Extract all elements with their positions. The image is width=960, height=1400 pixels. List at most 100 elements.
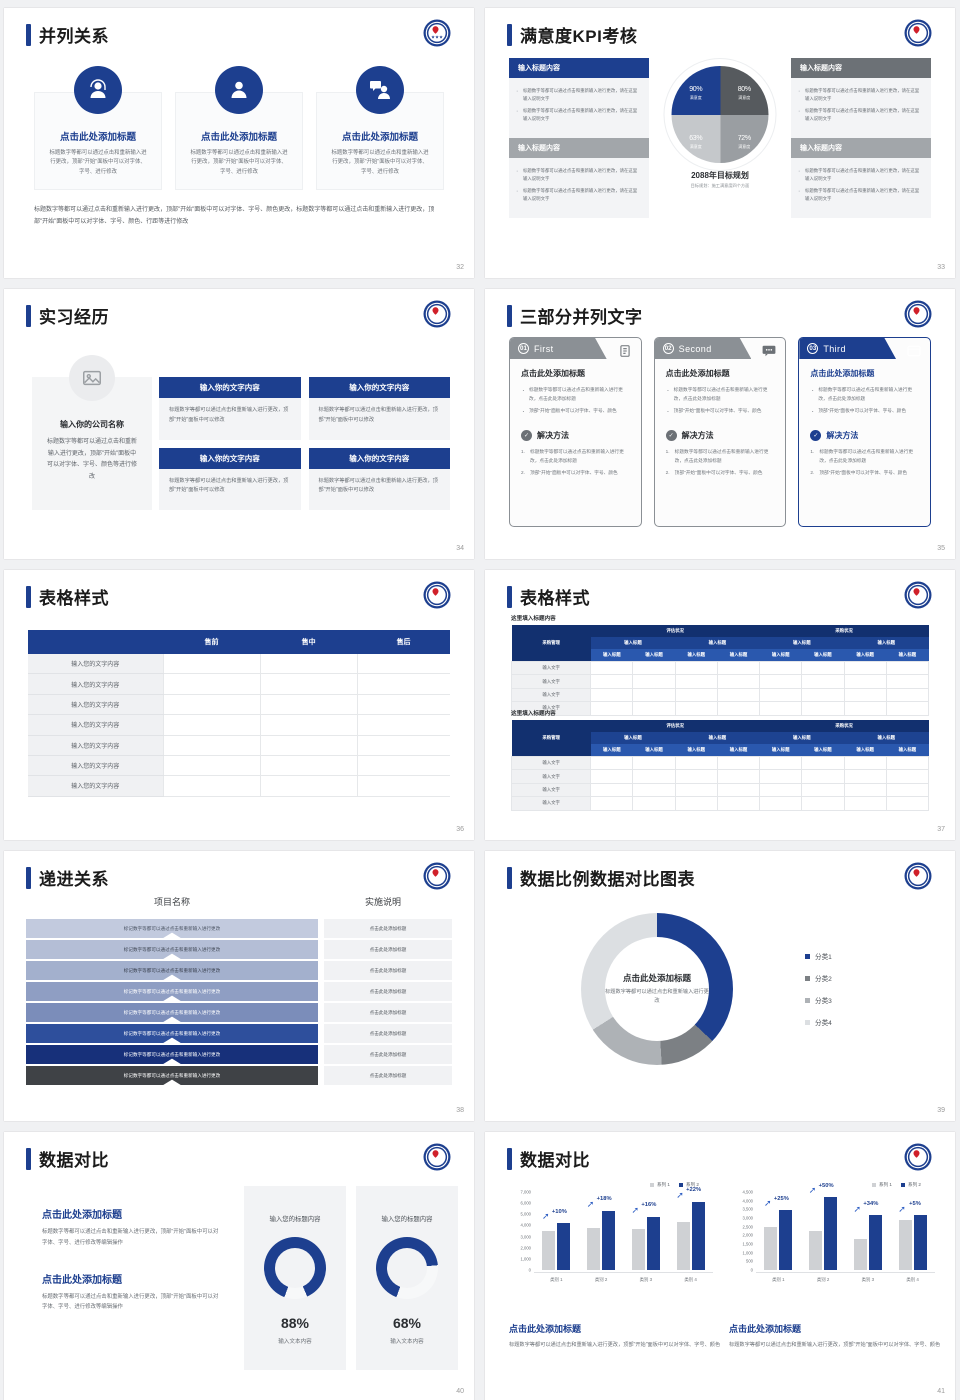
procurement-table-1: 采购管理 评估状况 采购状况 输入标题 输入标题 输入标题 输入标题 输入标题 输入标题 输入标题… — [510, 625, 930, 716]
progression-column-headers: 项目名称 实施说明 — [28, 895, 450, 908]
caption-heading: 点击此处添加标题 — [729, 1324, 802, 1334]
list-text: 标题数字等都可以通过点击和重新输入进行更改，点击此处添加标题 — [530, 449, 624, 463]
table-cell — [716, 660, 761, 676]
page-title: 三部分并列文字 — [507, 303, 643, 328]
content-cell[interactable]: 输入你的文字内容 标题数字等都可以通过点击和重新输入进行更改，顶部"开始"面板中… — [159, 377, 301, 440]
part-card-03[interactable]: 03 Third 点击此处添加标题 标题数字等都可以通过点击和重新输入进行更改，… — [798, 337, 932, 527]
legend-item: 分类1 — [805, 951, 832, 961]
slide-thumbnail-37[interactable]: 表格样式 这里填入标题内容 采购管理 评估状况 采购状况 输入标题 输入标题 输入标题 输入… — [485, 570, 955, 840]
plot-area: 0 500 1,000 1,500 2,000 2,500 3,000 3,500 4,000 4… — [729, 1183, 939, 1288]
table-cell — [801, 755, 845, 771]
progression-row[interactable]: 标记数字等都可以通过点击和重新输入进行更改 点击此处添加标题 — [26, 1066, 452, 1085]
growth-arrow-icon: ➚ — [898, 1203, 906, 1214]
page-title: 实习经历 — [26, 303, 109, 328]
list-text: 标题数字等都可以通过点击和重新输入进行更改，点击此处添加标题 — [674, 449, 769, 463]
table-cell — [356, 654, 450, 675]
kpi-box-bottom-right[interactable]: 输入标题内容 标题数字等都可以通过点击和重新输入进行更改，请在这里输入说明文字 … — [791, 138, 931, 218]
title-accent-bar — [507, 23, 512, 46]
y-tick-label: 3,000 — [520, 1234, 531, 1240]
progression-row[interactable]: 标记数字等都可以通过点击和重新输入进行更改 点击此处添加标题 — [26, 940, 452, 959]
page-number: 32 — [456, 264, 464, 271]
row-note: 点击此处添加标题 — [324, 961, 452, 980]
slide-thumbnail-41[interactable]: 数据对比 系列 1 系列 2 0 1,000 2,000 3,000 4,000 5,000 6… — [485, 1132, 955, 1400]
bar-series-1 — [809, 1231, 823, 1270]
card-body-text: 标题数字等都可以通过点击和重新输入进行更改，顶部"开始"面板中可以对字体、字号、… — [331, 150, 429, 175]
card-wrapper[interactable]: 点击此处添加标题 标题数字等都可以通过点击和重新输入进行更改，顶部"开始"面板中… — [34, 66, 162, 190]
pie-outer-ring — [663, 58, 777, 171]
bar-annotation: +34% — [863, 1200, 879, 1207]
content-cell[interactable]: 输入你的文字内容 标题数字等都可以通过点击和重新输入进行更改，顶部"开始"面板中… — [308, 447, 450, 510]
bar-annotation: +18% — [596, 1196, 612, 1203]
table-cell — [885, 674, 930, 689]
progression-row[interactable]: 标记数字等都可以通过点击和重新输入进行更改 点击此处添加标题 — [26, 1024, 452, 1043]
table-cell — [885, 660, 930, 676]
card-wrapper[interactable]: 点击此处添加标题 标题数字等都可以通过点击和重新输入进行更改，顶部"开始"面板中… — [316, 66, 444, 190]
bar-annotation: +5% — [909, 1200, 921, 1207]
table-cell — [674, 796, 718, 811]
slide-thumbnail-38[interactable]: 递进关系 项目名称 实施说明 标记数字等都可以通过点击和重新输入进行更改 点击此处… — [4, 851, 474, 1121]
row-header-cell: 输入文字 — [510, 755, 592, 771]
content-cells: 输入你的文字内容 标题数字等都可以通过点击和重新输入进行更改，顶部"开始"面板中… — [159, 377, 450, 510]
slide-title-text: 实习经历 — [39, 308, 109, 327]
bar-series-1 — [587, 1227, 601, 1270]
slide-thumbnail-33[interactable]: 满意度KPI考核 输入标题内容 标题数字等都可以通过点击和重新输入进行更改，请在… — [485, 8, 955, 278]
ring-card-2[interactable]: 输入您的标题内容 68% 输入文本内容 — [356, 1186, 458, 1370]
bar-series-2 — [868, 1215, 882, 1270]
table-cell — [162, 673, 261, 695]
table-cell — [885, 687, 930, 703]
pie-value: 63 — [689, 134, 697, 142]
title-accent-bar — [26, 23, 31, 46]
sales-stage-table: 售前 售中 售后 输入您的文字内容 输入您的文字内容 输入您的文字内容 输入您的文字内… — [28, 630, 450, 797]
kpi-bullet: 标题数字等都可以通过点击和重新输入进行更改，请在这里输入说明文字 — [515, 106, 641, 123]
pie-value: 80 — [737, 86, 745, 94]
company-seal-logo-icon — [904, 1143, 932, 1171]
progression-row[interactable]: 标记数字等都可以通过点击和重新输入进行更改 点击此处添加标题 — [26, 982, 452, 1001]
bar-annotation: +25% — [773, 1195, 789, 1202]
table-cell — [801, 769, 845, 784]
row-note: 点击此处添加标题 — [324, 919, 452, 938]
kpi-box-top-left[interactable]: 输入标题内容 标题数字等都可以通过点击和重新输入进行更改，请在这里输入说明文字 … — [509, 58, 649, 138]
card-number: 02 — [662, 343, 674, 354]
table-header-cell — [28, 630, 164, 654]
kpi-box-top-right[interactable]: 输入标题内容 标题数字等都可以通过点击和重新输入进行更改，请在这里输入说明文字 … — [791, 58, 931, 138]
leaf-header: 输入标题 — [759, 649, 802, 662]
company-card[interactable]: 输入你的公司名称 标题数字等都可以通过点击和重新输入进行更改，顶部"开始"面板中… — [32, 355, 152, 510]
row-header-cell: 输入文字 — [510, 660, 592, 676]
card-number: 01 — [518, 343, 529, 354]
leaf-header: 输入标题 — [886, 649, 929, 662]
page-title: 数据对比 — [26, 1146, 109, 1171]
content-cell[interactable]: 输入你的文字内容 标题数字等都可以通过点击和重新输入进行更改，顶部"开始"面板中… — [308, 377, 450, 440]
ring-footer: 输入文本内容 — [278, 1339, 312, 1345]
page-title: 满意度KPI考核 — [507, 22, 637, 47]
content-cell[interactable]: 输入你的文字内容 标题数字等都可以通过点击和重新输入进行更改，顶部"开始"面板中… — [159, 447, 301, 510]
table-row: 输入文字 — [510, 674, 930, 689]
y-axis: 0 1,000 2,000 3,000 4,000 5,000 6,000 7,000 — [507, 1190, 533, 1273]
slide-thumbnail-32[interactable]: 并列关系 ★★★ 点击此处添加标题 标题数字等都可以通过点击和重新输入进行更改，… — [4, 8, 474, 278]
slide-thumbnail-34[interactable]: 实习经历 输入你的公司名称 标题数字等都可以通过点击和重新输入进行更改，顶部"开… — [4, 289, 474, 559]
card-wrapper[interactable]: 点击此处添加标题 标题数字等都可以通过点击和重新输入进行更改，顶部"开始"面板中… — [175, 66, 303, 190]
table-cell — [843, 660, 887, 676]
x-tick-label: 类别 1 — [550, 1277, 563, 1282]
company-seal-logo-icon — [904, 19, 932, 47]
progression-row[interactable]: 标记数字等都可以通过点击和重新输入进行更改 点击此处添加标题 — [26, 919, 452, 938]
progression-row[interactable]: 标记数字等都可以通过点击和重新输入进行更改 点击此处添加标题 — [26, 1003, 452, 1022]
ring-card-1[interactable]: 输入您的标题内容 88% 输入文本内容 — [244, 1186, 346, 1370]
leaf-header: 输入标题 — [844, 744, 887, 757]
pie-quadrant-4: 72% 满意度 — [720, 114, 769, 163]
kpi-box-bottom-left[interactable]: 输入标题内容 标题数字等都可以通过点击和重新输入进行更改，请在这里输入说明文字 … — [509, 138, 649, 218]
table-cell — [590, 796, 634, 811]
progression-row[interactable]: 标记数字等都可以通过点击和重新输入进行更改 点击此处添加标题 — [26, 961, 452, 980]
svg-text:★★★: ★★★ — [431, 34, 443, 39]
slide-thumbnail-36[interactable]: 表格样式 售前 售中 售后 输入您的文字内容 输入您的文字内容 输入您的文字内容 输入… — [4, 570, 474, 840]
part-card-02[interactable]: 02 Second 点击此处添加标题 标题数字等都可以通过点击和重新输入进行更改… — [653, 337, 787, 527]
progression-row[interactable]: 标记数字等都可以通过点击和重新输入进行更改 点击此处添加标题 — [26, 1045, 452, 1064]
slide-thumbnail-35[interactable]: 三部分并列文字 01 First 点击此处添加标题 标题数字等都可以通过点击和重… — [485, 289, 955, 559]
slide-thumbnail-40[interactable]: 数据对比 点击此处添加标题 标题数字等都可以通过点击和重新输入进行更改，顶部"开… — [4, 1132, 474, 1400]
title-accent-bar — [26, 304, 31, 327]
group-header: 采购状况 — [759, 720, 929, 732]
image-placeholder-icon — [69, 355, 115, 401]
table-cell — [259, 714, 358, 736]
title-accent-bar — [26, 866, 31, 889]
part-card-01[interactable]: 01 First 点击此处添加标题 标题数字等都可以通过点击和重新输入进行更改，… — [509, 337, 642, 527]
slide-thumbnail-39[interactable]: 数据比例数据对比图表 点击此处添加标题 标题数字等都可以通过点击和重新输入进行更… — [485, 851, 955, 1121]
